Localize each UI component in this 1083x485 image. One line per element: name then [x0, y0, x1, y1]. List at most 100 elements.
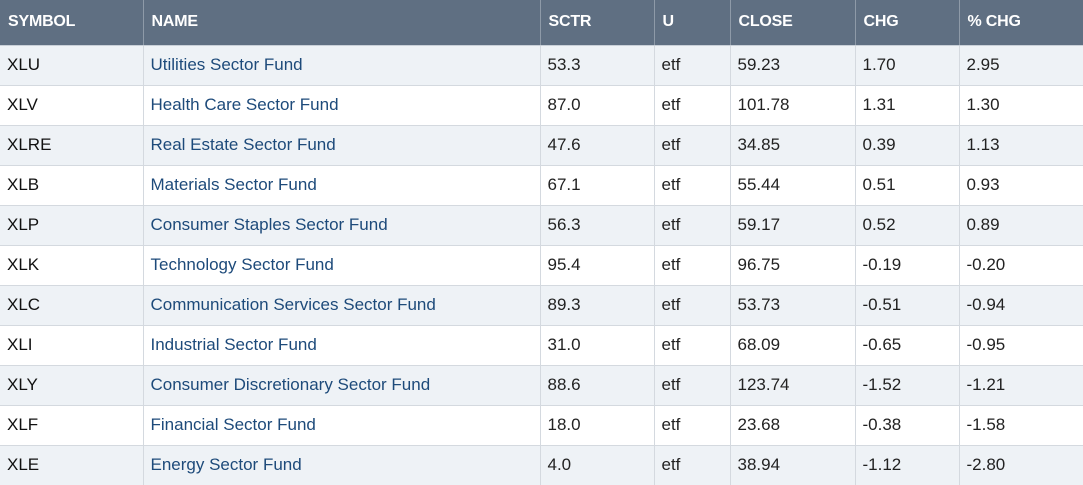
- fund-link[interactable]: Consumer Discretionary Sector Fund: [150, 375, 431, 394]
- symbol-cell: XLF: [0, 405, 144, 446]
- table-row: XLY Consumer Discretionary Sector Fund 8…: [0, 365, 1083, 406]
- table-row: XLF Financial Sector Fund 18.0 etf 23.68…: [0, 405, 1083, 446]
- header-symbol[interactable]: SYMBOL: [0, 0, 144, 46]
- name-cell: Health Care Sector Fund: [143, 85, 541, 126]
- table-body: XLU Utilities Sector Fund 53.3 etf 59.23…: [0, 45, 1083, 485]
- header-name[interactable]: NAME: [143, 0, 541, 46]
- pct-chg-cell: -0.20: [959, 245, 1083, 286]
- sctr-cell: 56.3: [540, 205, 655, 246]
- fund-link[interactable]: Industrial Sector Fund: [150, 335, 317, 354]
- table-row: XLP Consumer Staples Sector Fund 56.3 et…: [0, 205, 1083, 246]
- fund-link[interactable]: Communication Services Sector Fund: [150, 295, 436, 314]
- fund-link[interactable]: Materials Sector Fund: [150, 175, 317, 194]
- universe-cell: etf: [654, 245, 731, 286]
- chg-cell: 1.31: [855, 85, 960, 126]
- pct-chg-cell: -1.21: [959, 365, 1083, 406]
- chg-cell: 0.51: [855, 165, 960, 206]
- table-row: XLB Materials Sector Fund 67.1 etf 55.44…: [0, 165, 1083, 206]
- sctr-cell: 87.0: [540, 85, 655, 126]
- name-cell: Financial Sector Fund: [143, 405, 541, 446]
- sctr-cell: 47.6: [540, 125, 655, 166]
- symbol-cell: XLE: [0, 445, 144, 485]
- sctr-cell: 18.0: [540, 405, 655, 446]
- close-cell: 59.17: [730, 205, 856, 246]
- pct-chg-cell: -0.94: [959, 285, 1083, 326]
- close-cell: 96.75: [730, 245, 856, 286]
- table-row: XLK Technology Sector Fund 95.4 etf 96.7…: [0, 245, 1083, 286]
- symbol-cell: XLU: [0, 45, 144, 86]
- universe-cell: etf: [654, 125, 731, 166]
- name-cell: Communication Services Sector Fund: [143, 285, 541, 326]
- close-cell: 53.73: [730, 285, 856, 326]
- header-chg[interactable]: CHG: [855, 0, 960, 46]
- pct-chg-cell: 1.30: [959, 85, 1083, 126]
- symbol-cell: XLK: [0, 245, 144, 286]
- header-close[interactable]: CLOSE: [730, 0, 856, 46]
- sctr-cell: 67.1: [540, 165, 655, 206]
- chg-cell: -1.52: [855, 365, 960, 406]
- header-pct-chg[interactable]: % CHG: [959, 0, 1083, 46]
- pct-chg-cell: -2.80: [959, 445, 1083, 485]
- symbol-cell: XLI: [0, 325, 144, 366]
- name-cell: Energy Sector Fund: [143, 445, 541, 485]
- sctr-cell: 53.3: [540, 45, 655, 86]
- name-cell: Technology Sector Fund: [143, 245, 541, 286]
- table-row: XLRE Real Estate Sector Fund 47.6 etf 34…: [0, 125, 1083, 166]
- sctr-cell: 89.3: [540, 285, 655, 326]
- pct-chg-cell: -1.58: [959, 405, 1083, 446]
- chg-cell: 0.52: [855, 205, 960, 246]
- fund-link[interactable]: Energy Sector Fund: [150, 455, 302, 474]
- universe-cell: etf: [654, 365, 731, 406]
- header-u[interactable]: U: [654, 0, 731, 46]
- fund-link[interactable]: Utilities Sector Fund: [150, 55, 303, 74]
- name-cell: Real Estate Sector Fund: [143, 125, 541, 166]
- table-row: XLU Utilities Sector Fund 53.3 etf 59.23…: [0, 45, 1083, 86]
- symbol-cell: XLRE: [0, 125, 144, 166]
- header-sctr[interactable]: SCTR: [540, 0, 655, 46]
- sctr-cell: 31.0: [540, 325, 655, 366]
- fund-link[interactable]: Technology Sector Fund: [150, 255, 334, 274]
- symbol-cell: XLV: [0, 85, 144, 126]
- pct-chg-cell: 0.89: [959, 205, 1083, 246]
- close-cell: 34.85: [730, 125, 856, 166]
- symbol-cell: XLY: [0, 365, 144, 406]
- name-cell: Materials Sector Fund: [143, 165, 541, 206]
- chg-cell: 1.70: [855, 45, 960, 86]
- table-header: SYMBOL NAME SCTR U CLOSE CHG % CHG: [0, 0, 1083, 46]
- universe-cell: etf: [654, 45, 731, 86]
- universe-cell: etf: [654, 85, 731, 126]
- chg-cell: -0.51: [855, 285, 960, 326]
- table-row: XLE Energy Sector Fund 4.0 etf 38.94 -1.…: [0, 445, 1083, 485]
- table-row: XLC Communication Services Sector Fund 8…: [0, 285, 1083, 326]
- sctr-cell: 4.0: [540, 445, 655, 485]
- sctr-cell: 88.6: [540, 365, 655, 406]
- symbol-cell: XLC: [0, 285, 144, 326]
- pct-chg-cell: 0.93: [959, 165, 1083, 206]
- fund-link[interactable]: Financial Sector Fund: [150, 415, 316, 434]
- chg-cell: 0.39: [855, 125, 960, 166]
- universe-cell: etf: [654, 165, 731, 206]
- header-row: SYMBOL NAME SCTR U CLOSE CHG % CHG: [0, 0, 1083, 46]
- table-row: XLV Health Care Sector Fund 87.0 etf 101…: [0, 85, 1083, 126]
- fund-link[interactable]: Real Estate Sector Fund: [150, 135, 336, 154]
- universe-cell: etf: [654, 325, 731, 366]
- name-cell: Utilities Sector Fund: [143, 45, 541, 86]
- chg-cell: -1.12: [855, 445, 960, 485]
- name-cell: Consumer Discretionary Sector Fund: [143, 365, 541, 406]
- symbol-cell: XLP: [0, 205, 144, 246]
- pct-chg-cell: 1.13: [959, 125, 1083, 166]
- fund-link[interactable]: Health Care Sector Fund: [150, 95, 339, 114]
- chg-cell: -0.38: [855, 405, 960, 446]
- universe-cell: etf: [654, 405, 731, 446]
- fund-link[interactable]: Consumer Staples Sector Fund: [150, 215, 388, 234]
- symbol-cell: XLB: [0, 165, 144, 206]
- close-cell: 123.74: [730, 365, 856, 406]
- close-cell: 38.94: [730, 445, 856, 485]
- close-cell: 59.23: [730, 45, 856, 86]
- sctr-cell: 95.4: [540, 245, 655, 286]
- universe-cell: etf: [654, 445, 731, 485]
- pct-chg-cell: 2.95: [959, 45, 1083, 86]
- close-cell: 23.68: [730, 405, 856, 446]
- pct-chg-cell: -0.95: [959, 325, 1083, 366]
